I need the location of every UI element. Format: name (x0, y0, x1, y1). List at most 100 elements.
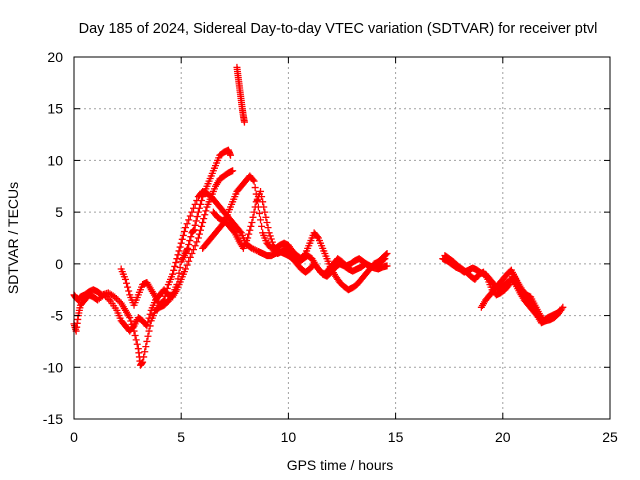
data-point (146, 310, 154, 318)
data-point (160, 296, 168, 304)
data-point (250, 208, 258, 216)
data-point (183, 261, 191, 269)
y-tick-label: 15 (47, 101, 63, 117)
data-point (244, 234, 252, 242)
data-point (190, 204, 198, 212)
data-point (125, 287, 133, 295)
data-point (100, 291, 108, 299)
data-point (251, 184, 259, 192)
data-point (111, 293, 119, 301)
data-point (171, 262, 179, 270)
data-point (262, 213, 270, 221)
data-point (248, 244, 256, 252)
data-point (131, 331, 139, 339)
data-point (186, 253, 194, 261)
data-point (265, 229, 273, 237)
data-point (246, 226, 254, 234)
y-axis-ticks: -15 -10 -5 0 5 10 15 20 (43, 49, 610, 427)
data-point (193, 213, 201, 221)
data-point (185, 240, 193, 248)
data-point (144, 318, 152, 326)
x-axis-ticks: 0 5 10 15 20 25 (70, 57, 618, 445)
data-point (194, 234, 202, 242)
data-point (190, 226, 198, 234)
data-point (181, 224, 189, 232)
data-point (103, 294, 111, 302)
y-tick-label: 5 (55, 204, 63, 220)
data-point (186, 237, 194, 245)
data-point (249, 213, 257, 221)
y-tick-label: -15 (43, 411, 63, 427)
series-F (233, 63, 248, 126)
data-point (192, 217, 200, 225)
data-point (181, 265, 189, 273)
data-point (268, 238, 276, 246)
data-point (114, 296, 122, 304)
data-point (191, 242, 199, 250)
data-point (313, 233, 321, 241)
data-point (227, 151, 235, 159)
data-point (229, 167, 237, 175)
data-point (557, 306, 565, 314)
x-tick-label: 25 (602, 429, 618, 445)
series-A (70, 146, 235, 369)
data-point (105, 296, 113, 304)
data-point (245, 230, 253, 238)
y-tick-label: -5 (51, 308, 64, 324)
data-point (159, 297, 167, 305)
x-axis-label: GPS time / hours (287, 457, 394, 473)
data-point (121, 275, 129, 283)
chart-title: Day 185 of 2024, Sidereal Day-to-day VTE… (79, 21, 598, 37)
data-point (145, 327, 153, 335)
data-point (185, 257, 193, 265)
grid-lines (74, 57, 610, 419)
y-axis-label: SDTVAR / TECUs (5, 182, 21, 294)
data-point (175, 247, 183, 255)
data-point (176, 243, 184, 251)
data-point (175, 269, 183, 277)
y-tick-label: 20 (47, 49, 63, 65)
series-B (70, 167, 237, 335)
data-point (251, 203, 259, 211)
data-point (190, 246, 198, 254)
series-I (477, 266, 550, 327)
data-point (141, 348, 149, 356)
data-point (140, 353, 148, 361)
data-point (174, 251, 182, 259)
data-point (112, 295, 120, 303)
data-point (258, 193, 266, 201)
data-point (161, 292, 169, 300)
data-point (202, 207, 210, 215)
data-point (183, 220, 191, 228)
data-point (185, 216, 193, 224)
data-point (383, 250, 391, 258)
data-point (145, 314, 153, 322)
data-point (133, 340, 141, 348)
y-tick-label: 0 (55, 256, 63, 272)
data-point (383, 262, 391, 270)
data-point (542, 317, 550, 325)
data-point (170, 266, 178, 274)
data-point (193, 197, 201, 205)
data-point (193, 238, 201, 246)
data-point (267, 235, 275, 243)
data-point (504, 282, 512, 290)
plot-frame (73, 56, 611, 420)
data-point (240, 118, 248, 126)
data-point (191, 200, 199, 208)
data-point (257, 216, 265, 224)
data-point (163, 284, 171, 292)
x-tick-label: 0 (70, 429, 78, 445)
data-point (162, 288, 170, 296)
data-point (187, 233, 195, 241)
data-point (188, 208, 196, 216)
data-point (143, 322, 151, 330)
data-point (102, 292, 110, 300)
data-point (186, 212, 194, 220)
data-point (261, 208, 269, 216)
data-point (176, 263, 184, 271)
data-point (381, 255, 389, 263)
data-point (263, 218, 271, 226)
data-point (250, 177, 258, 185)
